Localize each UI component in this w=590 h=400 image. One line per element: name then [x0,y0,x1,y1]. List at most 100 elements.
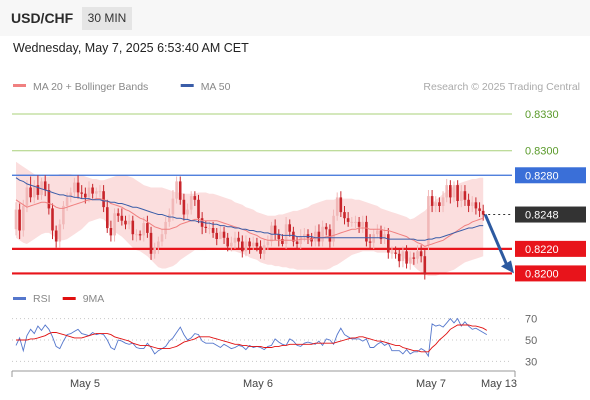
candle-body [197,199,200,219]
candle-body [266,241,270,246]
x-tick-label: May 6 [243,378,273,390]
candle-body [160,234,164,242]
candle-body [65,197,69,206]
candle-body [73,182,76,193]
candle-body [230,242,233,247]
legend-swatch-1 [13,84,26,87]
level-label: 0.8300 [525,146,559,158]
rsi-legend-label-1: RSI [33,293,51,305]
candle-body [470,202,474,206]
candle-body [237,237,240,242]
candle-body [43,181,47,190]
level-label: 0.8280 [525,170,559,182]
candle-body [135,234,138,236]
candle-body [168,214,171,222]
candle-body [193,196,197,200]
candle-body [25,187,29,206]
x-tick-label: May 7 [416,378,446,390]
candle-body [233,237,237,243]
candle-body [405,251,408,264]
candle-body [69,192,73,198]
candle-body [22,205,25,231]
rsi-tick-label: 30 [525,356,537,368]
level-label: 0.8330 [525,109,559,121]
candle-body [211,228,215,233]
candle-body [18,209,21,231]
candle-body [423,256,427,275]
candle-body [303,234,306,237]
chart-header: USD/CHF 30 MIN [0,0,590,36]
candle-body [222,231,226,238]
candle-body [200,218,204,227]
candle-body [376,230,379,235]
candle-body [98,191,102,193]
level-badge [515,167,586,184]
credit-text: Research © 2025 Trading Central [423,81,580,93]
candle-body [284,224,288,244]
candle-body [456,185,459,201]
candle-body [208,228,211,229]
candle-body [427,196,430,246]
bollinger-band [16,161,484,276]
candle-body [368,241,372,243]
x-tick-label: May 13 [481,378,517,390]
candle-body [54,230,58,242]
candle-body [408,257,412,264]
candle-body [467,199,470,206]
candle-body [321,226,324,242]
candle-body [299,236,302,244]
candle-body [124,220,127,225]
ma50-line [15,177,484,241]
candle-body [438,202,441,206]
candle-body [142,223,145,236]
level-label: 0.8248 [525,210,559,222]
candle-body [241,241,244,252]
candle-body [419,251,423,257]
candle-body [215,232,218,239]
candle-body [226,237,229,247]
datetime-label: Wednesday, May 7, 2025 6:53:40 AM CET [13,41,249,55]
candle-body [120,215,124,221]
candle-body [164,221,167,235]
candle-body [109,228,113,236]
candle-body [116,213,120,216]
timeframe-button[interactable]: 30 MIN [82,7,132,30]
candle-body [153,247,156,254]
candle-body [273,225,277,235]
candle-body [387,234,390,253]
candle-body [157,241,160,248]
candle-body [277,234,281,240]
candle-body [138,234,142,236]
candle-body [478,208,481,211]
candle-body [346,218,350,222]
candle-body [80,192,83,194]
candle-body [62,205,65,225]
candle-body [379,230,383,240]
candle-body [146,223,149,233]
candle-body [29,187,32,198]
candle-body [186,209,189,215]
candle-body [189,196,193,210]
candle-body [361,221,364,227]
candle-body [91,187,94,194]
candle-body [306,234,310,238]
legend-swatch-2 [180,84,194,87]
candle-body [357,221,361,227]
forecast-arrow-shaft [483,213,509,267]
candle-body [244,241,248,252]
candle-body [416,251,419,259]
candle-body [317,231,321,242]
candle-body [131,220,135,235]
candle-body [270,225,273,242]
level-badge [515,265,586,282]
level-badge [515,240,586,257]
rsi-legend-label-2: 9MA [83,293,105,305]
candle-body [397,253,401,262]
candle-body [47,190,51,209]
candle-body [281,239,284,244]
candle-body [288,224,291,232]
legend-label-2: MA 50 [201,81,231,93]
candle-body [251,242,255,247]
rsi-tick-label: 50 [525,335,537,347]
